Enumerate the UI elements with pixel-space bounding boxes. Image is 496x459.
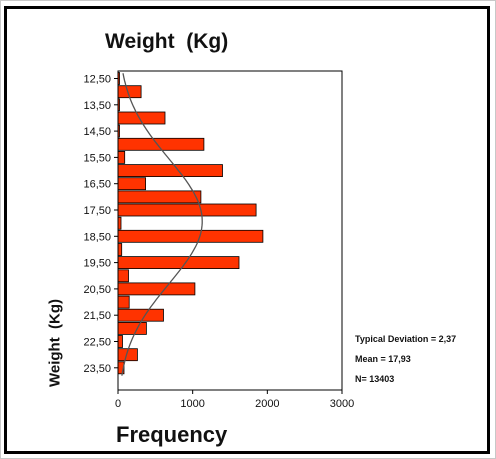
- stat-typical-deviation: Typical Deviation = 2,37: [355, 334, 457, 344]
- bar-17,50: [117, 203, 257, 217]
- bar-20,50: [117, 282, 196, 296]
- y-tick-label-21,50: 21,50: [83, 310, 111, 322]
- x-axis-label: Frequency: [116, 422, 228, 447]
- bar-17,00: [117, 190, 202, 204]
- x-axis: 0 1000 2000 3000: [115, 390, 354, 410]
- y-tick-label-13,50: 13,50: [83, 100, 111, 112]
- y-tick-label-14,50: 14,50: [83, 126, 111, 138]
- y-tick-label-22,50: 22,50: [83, 337, 111, 349]
- y-tick-label-20,50: 20,50: [83, 284, 111, 296]
- bar-22,00: [117, 321, 147, 335]
- x-tick-label-0: 0: [115, 398, 121, 410]
- bars-group: [117, 72, 264, 375]
- plot-area: [117, 70, 343, 391]
- x-tick-label-2000: 2000: [255, 398, 279, 410]
- y-tick-label-16,50: 16,50: [83, 179, 111, 191]
- bar-22,50: [117, 335, 123, 348]
- bar-21,00: [117, 295, 130, 309]
- y-tick-label-12,50: 12,50: [83, 74, 111, 86]
- chart-title: Weight (Kg): [105, 30, 229, 53]
- normal-curve: [121, 73, 203, 376]
- stat-mean: Mean = 17,93: [355, 354, 411, 364]
- bar-16,00: [117, 164, 223, 178]
- x-tick-label-1000: 1000: [180, 398, 204, 410]
- stats-box: Typical Deviation = 2,37 Mean = 17,93 N=…: [355, 332, 456, 392]
- bar-18,50: [117, 229, 264, 243]
- bar-20,00: [117, 269, 129, 283]
- bar-21,50: [117, 308, 164, 322]
- bar-15,50: [117, 150, 126, 164]
- y-axis-label: Weight (Kg): [46, 298, 64, 388]
- y-tick-label-15,50: 15,50: [83, 152, 111, 164]
- y-tick-label-17,50: 17,50: [83, 205, 111, 217]
- bar-19,50: [117, 256, 240, 270]
- y-tick-label-19,50: 19,50: [83, 258, 111, 270]
- stat-n: N= 13403: [355, 374, 395, 384]
- y-tick-label-18,50: 18,50: [83, 231, 111, 243]
- bar-16,50: [117, 177, 147, 191]
- y-tick-label-23,50: 23,50: [83, 363, 111, 375]
- x-tick-label-3000: 3000: [330, 398, 354, 410]
- y-axis: 12,50 13,50 14,50 15,50 16,50 17,50 18,50 19,50…: [83, 74, 118, 375]
- bar-19,00: [117, 243, 123, 256]
